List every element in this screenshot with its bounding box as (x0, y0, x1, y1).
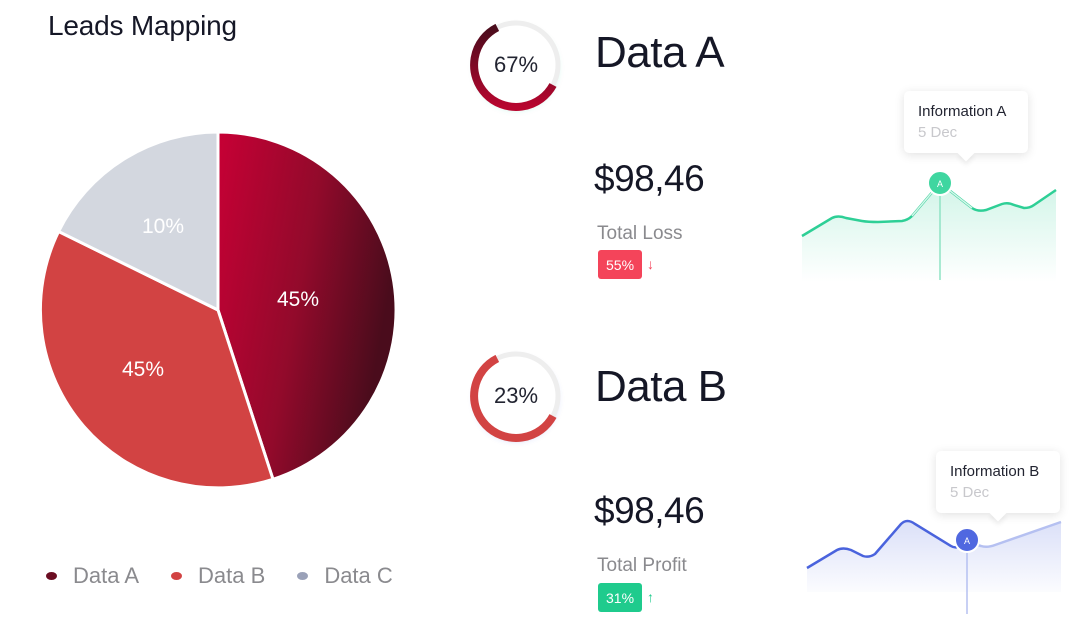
marker-b-icon[interactable] (954, 527, 980, 553)
sparkline-data-b: A (805, 510, 1063, 625)
ring-percent: 23% (493, 383, 539, 408)
page-title: Leads Mapping (48, 10, 237, 41)
tooltip-date: 5 Dec (950, 484, 990, 501)
sparkline-data-a: A (800, 170, 1058, 287)
pie-label-data-a: 45% (277, 288, 319, 311)
amount-data-a: $98,46 (594, 158, 705, 199)
label-total-profit: Total Profit (597, 555, 687, 576)
pie-label-data-c: 10% (142, 215, 184, 238)
marker-label: A (964, 536, 970, 546)
arrow-up-icon: ↑ (647, 589, 654, 605)
legend-item-data-c[interactable]: Data C (297, 563, 393, 589)
pie-slice-data-b[interactable] (38, 229, 275, 490)
tooltip-information-b: Information B 5 Dec (936, 451, 1060, 513)
legend-dot-icon (46, 572, 57, 580)
tooltip-date: 5 Dec (918, 124, 958, 141)
arrow-down-icon: ↓ (647, 256, 654, 272)
progress-ring-data-b: 23% (468, 348, 564, 444)
metric-title-data-a: Data A (595, 28, 725, 77)
legend-label: Data B (198, 563, 266, 588)
tooltip-title: Information B (950, 463, 1040, 480)
badge-loss-percent: 55% (598, 250, 643, 279)
pie-slice-data-a[interactable] (216, 130, 398, 482)
pie-label-data-b: 45% (122, 358, 164, 381)
marker-label: A (937, 179, 943, 189)
badge-profit-percent: 31% (598, 583, 643, 612)
ring-percent: 67% (493, 52, 539, 77)
legend-item-data-a[interactable]: Data A (46, 563, 139, 589)
label-total-loss: Total Loss (597, 223, 683, 244)
leads-pie-chart: 45% 45% 10% (38, 130, 398, 490)
legend-dot-icon (297, 572, 309, 580)
tooltip-information-a: Information A 5 Dec (904, 91, 1028, 153)
pie-slice-data-c[interactable] (56, 130, 220, 313)
metric-title-data-b: Data B (595, 362, 727, 411)
tooltip-title: Information A (918, 103, 1007, 120)
pie-legend: Data A Data B Data C (46, 563, 425, 589)
legend-dot-icon (171, 572, 183, 580)
legend-label: Data C (324, 563, 393, 588)
amount-data-b: $98,46 (594, 490, 705, 531)
marker-a-icon[interactable] (927, 170, 953, 196)
progress-ring-data-a: 67% (468, 17, 564, 113)
legend-label: Data A (73, 563, 140, 588)
legend-item-data-b[interactable]: Data B (171, 563, 265, 589)
